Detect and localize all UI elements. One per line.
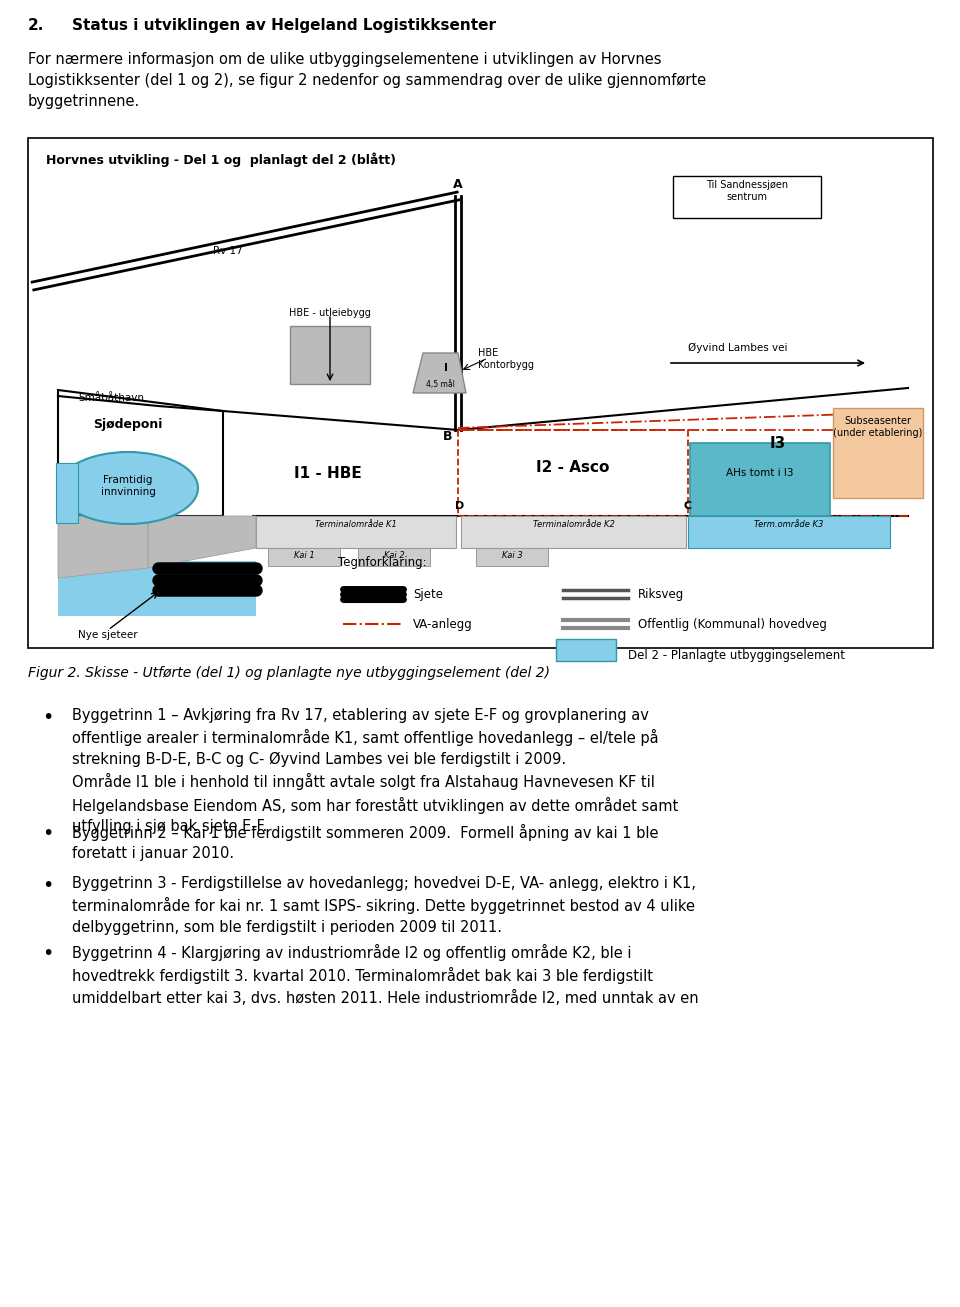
Text: Figur 2. Skisse - Utførte (del 1) og planlagte nye utbyggingselement (del 2): Figur 2. Skisse - Utførte (del 1) og pla… [28, 667, 550, 680]
Bar [56, 463, 78, 523]
Text: Kai 3: Kai 3 [502, 552, 522, 559]
Text: Sjødeponi: Sjødeponi [93, 418, 162, 431]
Ellipse shape [58, 452, 198, 524]
Text: Byggetrinn 4 - Klargjøring av industriområde I2 og offentlig område K2, ble i
ho: Byggetrinn 4 - Klargjøring av industriom… [72, 944, 699, 1006]
Text: C: C [684, 501, 692, 511]
Bar [58, 561, 256, 616]
Text: 2.: 2. [28, 18, 44, 33]
Text: Nye sjeteer: Nye sjeteer [78, 630, 137, 640]
Text: •: • [42, 876, 54, 895]
Text: Riksveg: Riksveg [638, 588, 684, 601]
Text: Byggetrinn 2 – Kai 1 ble ferdigstilt sommeren 2009.  Formell åpning av kai 1 ble: Byggetrinn 2 – Kai 1 ble ferdigstilt som… [72, 823, 659, 861]
Text: Rv 17: Rv 17 [213, 246, 243, 256]
Bar [690, 443, 830, 516]
Bar [833, 408, 923, 498]
Text: B: B [444, 430, 453, 443]
Polygon shape [148, 516, 256, 569]
Text: Subseasenter
(under etablering): Subseasenter (under etablering) [833, 416, 923, 438]
Text: HBE - utleiebygg: HBE - utleiebygg [289, 308, 371, 318]
Text: Tegnforklaring:: Tegnforklaring: [338, 555, 426, 569]
Text: Framtidig
innvinning: Framtidig innvinning [101, 474, 156, 497]
Bar [673, 176, 821, 218]
Text: Sjete: Sjete [413, 588, 443, 601]
Text: D: D [455, 501, 465, 511]
Text: Term.område K3: Term.område K3 [755, 520, 824, 529]
Text: •: • [42, 708, 54, 727]
Bar [358, 548, 430, 566]
Text: Til Sandnessjøen
sentrum: Til Sandnessjøen sentrum [706, 180, 788, 203]
Text: Byggetrinn 3 - Ferdigstillelse av hovedanlegg; hovedvei D-E, VA- anlegg, elektro: Byggetrinn 3 - Ferdigstillelse av hoveda… [72, 876, 696, 935]
Bar [268, 548, 340, 566]
Text: Kai 1: Kai 1 [294, 552, 314, 559]
Text: Småbåthavn: Småbåthavn [78, 393, 144, 403]
Text: Status i utviklingen av Helgeland Logistikksenter: Status i utviklingen av Helgeland Logist… [72, 18, 496, 33]
Text: Del 2 - Planlagte utbyggingselement: Del 2 - Planlagte utbyggingselement [628, 650, 845, 663]
Bar [290, 325, 370, 384]
Text: I3: I3 [770, 435, 786, 451]
Text: I: I [444, 363, 448, 372]
Text: For nærmere informasjon om de ulike utbyggingselementene i utviklingen av Horvne: For nærmere informasjon om de ulike utby… [28, 52, 707, 108]
Bar [256, 516, 456, 548]
Text: HBE
Kontorbygg: HBE Kontorbygg [478, 348, 534, 370]
Bar [461, 516, 686, 548]
Bar [476, 548, 548, 566]
Text: Horvnes utvikling - Del 1 og  planlagt del 2 (blått): Horvnes utvikling - Del 1 og planlagt de… [46, 152, 396, 166]
Text: 4,5 mål: 4,5 mål [425, 380, 454, 389]
Text: I1 - HBE: I1 - HBE [294, 465, 362, 481]
Bar [28, 139, 933, 648]
Polygon shape [58, 389, 223, 516]
Text: Byggetrinn 1 – Avkjøring fra Rv 17, etablering av sjete E-F og grovplanering av
: Byggetrinn 1 – Avkjøring fra Rv 17, etab… [72, 708, 679, 834]
Text: Terminalområde K2: Terminalområde K2 [533, 520, 614, 529]
Text: VA-anlegg: VA-anlegg [413, 618, 472, 631]
Text: Kai 2: Kai 2 [384, 552, 404, 559]
Bar [556, 639, 616, 661]
Polygon shape [58, 516, 148, 578]
Text: •: • [42, 944, 54, 963]
Bar [688, 516, 890, 548]
Polygon shape [413, 353, 466, 393]
Text: I2 - Asco: I2 - Asco [537, 460, 610, 476]
Text: Offentlig (Kommunal) hovedveg: Offentlig (Kommunal) hovedveg [638, 618, 827, 631]
Text: A: A [453, 178, 463, 191]
Text: Øyvind Lambes vei: Øyvind Lambes vei [688, 342, 787, 353]
Text: AHs tomt i I3: AHs tomt i I3 [727, 468, 794, 478]
Text: Terminalområde K1: Terminalområde K1 [315, 520, 396, 529]
Text: •: • [42, 823, 54, 843]
